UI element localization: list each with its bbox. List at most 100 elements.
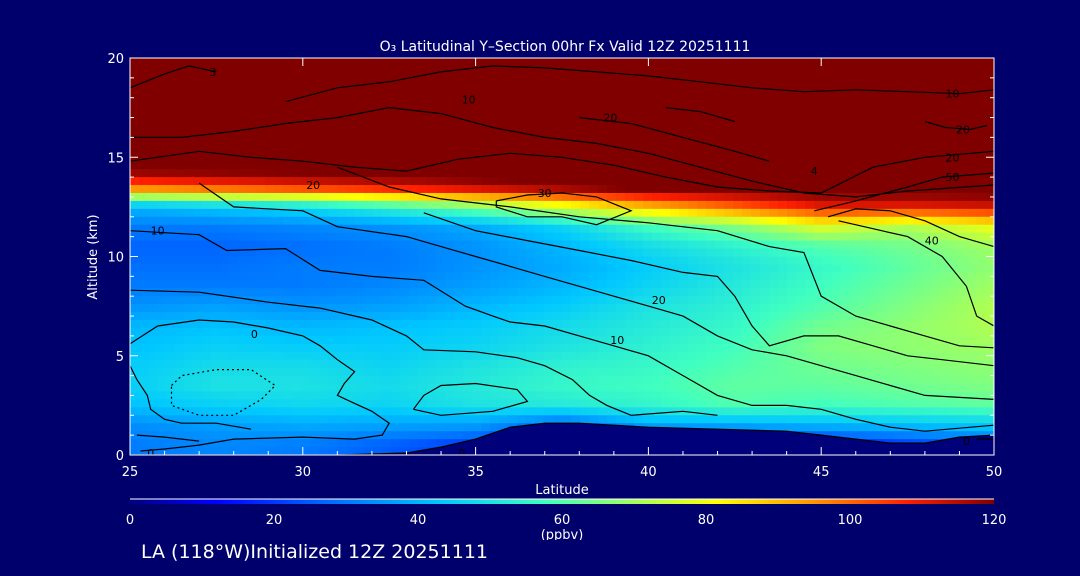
field-cell <box>148 367 158 377</box>
field-cell <box>247 73 257 83</box>
field-cell <box>769 256 779 266</box>
field-cell <box>877 145 887 154</box>
field-cell <box>715 216 725 226</box>
field-cell <box>166 58 176 67</box>
field-cell <box>553 113 563 123</box>
field-cell <box>859 97 869 107</box>
field-cell <box>823 105 833 115</box>
field-cell <box>283 121 293 131</box>
field-cell <box>391 415 401 424</box>
field-cell <box>337 129 347 138</box>
field-cell <box>859 73 869 83</box>
field-cell <box>931 415 941 424</box>
field-cell <box>157 137 167 146</box>
field-cell <box>769 97 779 107</box>
field-cell <box>967 129 977 138</box>
field-cell <box>760 256 770 266</box>
field-cell <box>481 304 491 313</box>
field-cell <box>814 137 824 146</box>
field-cell <box>841 145 851 154</box>
field-cell <box>310 407 320 416</box>
field-cell <box>814 407 824 416</box>
field-cell <box>931 359 941 369</box>
field-cell <box>202 367 212 377</box>
field-cell <box>229 431 239 440</box>
field-cell <box>580 288 590 297</box>
field-cell <box>202 129 212 138</box>
field-cell <box>895 153 905 162</box>
field-cell <box>571 232 581 242</box>
field-cell <box>265 280 275 289</box>
field-cell <box>877 351 887 361</box>
field-cell <box>634 240 644 250</box>
field-cell <box>940 248 950 258</box>
field-cell <box>427 439 437 448</box>
field-cell <box>652 407 662 416</box>
field-cell <box>724 415 734 424</box>
field-cell <box>418 216 428 226</box>
y-tick-label: 10 <box>107 251 124 266</box>
field-cell <box>967 359 977 369</box>
field-cell <box>292 415 302 424</box>
field-cell <box>679 169 689 178</box>
field-cell <box>940 192 950 202</box>
field-cell <box>400 312 410 321</box>
field-cell <box>760 200 770 210</box>
field-cell <box>463 97 473 107</box>
field-cell <box>958 177 968 186</box>
field-cell <box>472 351 482 361</box>
field-cell <box>868 177 878 186</box>
field-cell <box>877 320 887 329</box>
field-cell <box>382 240 392 250</box>
field-cell <box>949 113 959 123</box>
field-cell <box>895 320 905 329</box>
field-cell <box>643 208 653 218</box>
field-cell <box>301 312 311 321</box>
field-cell <box>859 375 869 385</box>
contour-label: 40 <box>925 235 939 248</box>
field-cell <box>796 113 806 123</box>
field-cell <box>913 351 923 361</box>
field-cell <box>886 304 896 313</box>
field-cell <box>661 192 671 202</box>
field-cell <box>526 383 536 393</box>
field-cell <box>139 272 149 281</box>
field-cell <box>220 232 230 242</box>
field-cell <box>382 129 392 138</box>
field-cell <box>634 105 644 115</box>
field-cell <box>220 359 230 369</box>
field-cell <box>490 224 500 234</box>
field-cell <box>508 343 518 353</box>
field-cell <box>805 256 815 266</box>
field-cell <box>346 137 356 146</box>
field-cell <box>733 391 743 401</box>
field-cell <box>283 264 293 273</box>
field-cell <box>472 169 482 178</box>
field-cell <box>238 65 248 75</box>
field-cell <box>814 129 824 138</box>
field-cell <box>274 375 284 385</box>
field-cell <box>544 288 554 297</box>
field-cell <box>535 153 545 162</box>
field-cell <box>274 216 284 226</box>
field-cell <box>337 327 347 337</box>
field-cell <box>589 264 599 273</box>
field-cell <box>886 248 896 258</box>
field-cell <box>832 383 842 393</box>
field-cell <box>958 224 968 234</box>
field-cell <box>607 192 617 202</box>
field-cell <box>841 208 851 218</box>
field-cell <box>193 169 203 178</box>
field-cell <box>274 296 284 305</box>
field-cell <box>562 97 572 107</box>
field-cell <box>787 200 797 210</box>
field-cell <box>265 415 275 424</box>
field-cell <box>229 288 239 297</box>
field-cell <box>499 280 509 289</box>
field-cell <box>526 81 536 91</box>
field-cell <box>157 351 167 361</box>
field-cell <box>895 343 905 353</box>
field-cell <box>364 177 374 186</box>
field-cell <box>373 73 383 83</box>
field-cell <box>823 232 833 242</box>
